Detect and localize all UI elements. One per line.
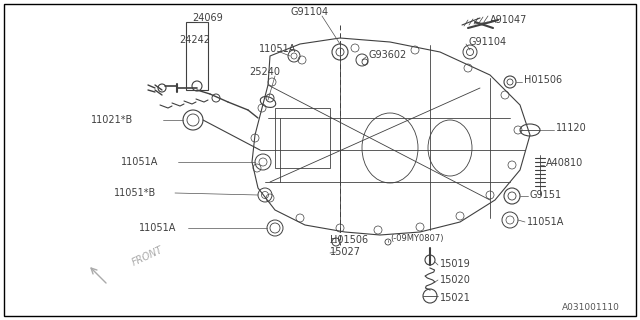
Text: G9151: G9151 bbox=[530, 190, 562, 200]
Text: FRONT: FRONT bbox=[130, 244, 164, 268]
Text: 15021: 15021 bbox=[440, 293, 471, 303]
Text: 24242: 24242 bbox=[179, 35, 211, 45]
Text: G91104: G91104 bbox=[291, 7, 329, 17]
Text: 11051A: 11051A bbox=[259, 44, 297, 54]
Text: H01506: H01506 bbox=[330, 235, 368, 245]
Text: 11051A: 11051A bbox=[140, 223, 177, 233]
Text: A91047: A91047 bbox=[490, 15, 527, 25]
Text: 11120: 11120 bbox=[556, 123, 587, 133]
Text: 15020: 15020 bbox=[440, 275, 471, 285]
Text: 11051*B: 11051*B bbox=[114, 188, 156, 198]
Bar bbox=[186, 22, 208, 90]
Text: A031001110: A031001110 bbox=[562, 303, 620, 313]
Text: 15027: 15027 bbox=[330, 247, 361, 257]
Text: 11021*B: 11021*B bbox=[91, 115, 133, 125]
Text: G91104: G91104 bbox=[468, 37, 506, 47]
Text: (-09MY0807): (-09MY0807) bbox=[390, 234, 444, 243]
Text: 15019: 15019 bbox=[440, 259, 471, 269]
Text: 11051A: 11051A bbox=[122, 157, 159, 167]
Text: H01506: H01506 bbox=[524, 75, 562, 85]
Text: A40810: A40810 bbox=[546, 158, 583, 168]
Text: 24069: 24069 bbox=[193, 13, 223, 23]
Text: G93602: G93602 bbox=[368, 50, 406, 60]
Text: 11051A: 11051A bbox=[527, 217, 564, 227]
Text: 25240: 25240 bbox=[250, 67, 280, 77]
